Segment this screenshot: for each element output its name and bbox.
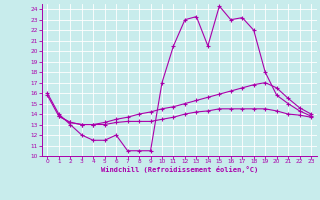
X-axis label: Windchill (Refroidissement éolien,°C): Windchill (Refroidissement éolien,°C) <box>100 166 258 173</box>
